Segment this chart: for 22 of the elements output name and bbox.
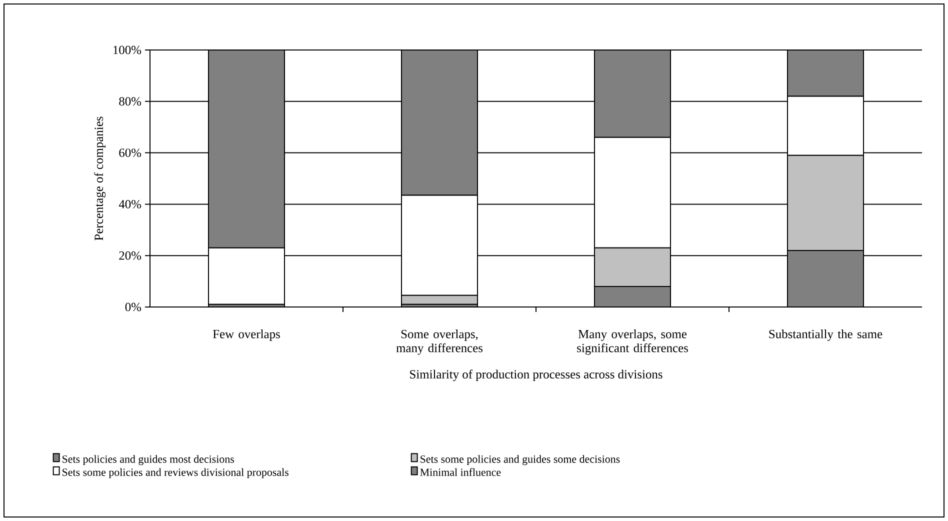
x-tick-label: Few overlaps [212,330,280,341]
bar [594,286,672,307]
y-tick-label: 20% [119,251,142,260]
bar [787,50,864,97]
x-tick-label: Many overlaps, some significant differences [577,330,688,355]
bar [208,50,286,248]
bar [401,50,478,196]
x-tick-label: Some overlaps, many differences [396,330,483,355]
y-tick-label: 80% [119,97,142,106]
y-tick-label: 0% [125,302,142,312]
y-tick-label: 100% [114,46,142,54]
y-tick-label: 60% [119,148,142,158]
legend-label: Sets policies and guides most decisions [62,455,234,466]
legend-label: Minimal influence [420,468,501,476]
x-axis-title: Similarity of production processes across divisions [410,370,662,382]
y-tick-label: 40% [118,200,142,208]
legend-label: Sets some policies and guides some decisions [420,455,620,466]
legend-label: Sets some policies and reviews divisional proposals [62,468,288,478]
x-tick-label: Substantially the same [769,330,882,341]
y-axis-title: Percentage of companies [94,116,106,240]
bar [594,50,672,138]
bar [787,250,864,307]
